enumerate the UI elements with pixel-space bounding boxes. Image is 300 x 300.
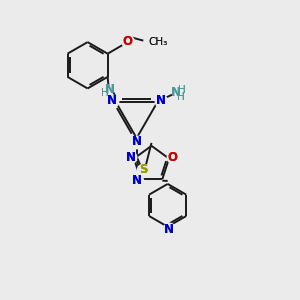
Text: N: N [125, 151, 135, 164]
Text: N: N [107, 94, 117, 107]
Text: O: O [168, 151, 178, 164]
Text: N: N [107, 94, 117, 107]
Text: H: H [178, 85, 186, 95]
Text: S: S [139, 164, 147, 176]
Text: H: H [101, 88, 109, 98]
Text: S: S [139, 164, 147, 176]
Text: N: N [164, 223, 174, 236]
Text: N: N [132, 174, 142, 187]
Text: N: N [132, 174, 142, 187]
Text: H: H [178, 85, 186, 95]
Text: N: N [156, 94, 166, 107]
Text: H: H [177, 92, 185, 102]
Text: N: N [171, 86, 181, 99]
Text: CH₃: CH₃ [148, 37, 168, 47]
Text: CH₃: CH₃ [148, 37, 168, 47]
Text: N: N [125, 151, 135, 164]
Text: N: N [105, 83, 115, 96]
Text: O: O [123, 35, 133, 48]
Text: N: N [132, 135, 142, 148]
Text: H: H [177, 92, 185, 102]
Text: H: H [101, 88, 109, 98]
Text: O: O [123, 35, 133, 48]
Text: N: N [105, 83, 115, 96]
Text: N: N [164, 223, 174, 236]
Text: N: N [132, 135, 142, 148]
Text: N: N [171, 86, 181, 99]
Text: N: N [156, 94, 166, 107]
Text: O: O [168, 151, 178, 164]
